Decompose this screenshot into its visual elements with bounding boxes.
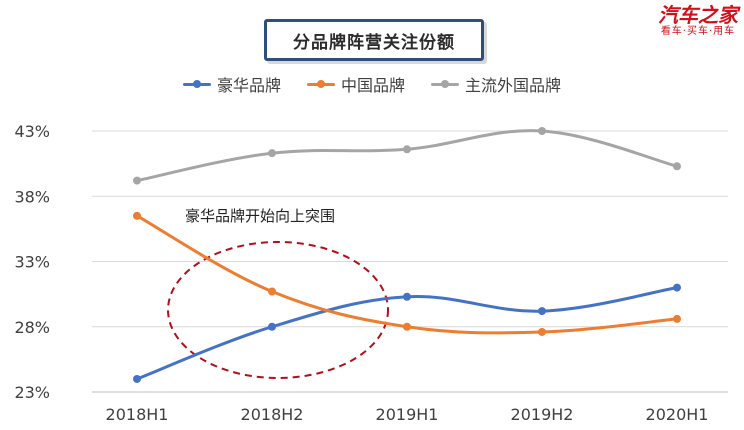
legend-label-chinese: 中国品牌 (340, 76, 405, 95)
legend-swatch-chinese (306, 77, 335, 91)
data-point (538, 327, 546, 336)
legend-item-luxury: 豪华品牌 (182, 72, 281, 96)
y-tick-label: 28% (14, 318, 50, 337)
chart-title: 分品牌阵营关注份额 (264, 19, 484, 61)
series-line (135, 129, 679, 183)
data-point (268, 322, 276, 331)
data-point (673, 314, 681, 323)
legend-item-chinese: 中国品牌 (306, 72, 405, 96)
series-2 (133, 127, 681, 185)
data-point (268, 287, 276, 296)
chart-annotation: 豪华品牌开始向上突围 (185, 207, 336, 225)
x-axis-ticks: 2018H1 2018H2 2019H1 2019H2 2020H1 (106, 405, 709, 424)
series-line (135, 286, 679, 381)
data-point (133, 176, 141, 185)
y-axis-ticks: 43% 38% 33% 28% 23% (14, 122, 50, 402)
data-point (133, 211, 141, 220)
data-point (673, 283, 681, 292)
data-point (403, 292, 411, 301)
x-tick-label: 2020H1 (646, 405, 709, 424)
legend-swatch-foreign (431, 77, 459, 91)
x-tick-label: 2019H1 (376, 405, 439, 424)
brand-name: 汽车之家 (658, 3, 738, 27)
y-tick-label: 43% (14, 122, 50, 141)
y-tick-label: 38% (14, 187, 50, 206)
data-point (403, 145, 411, 154)
x-tick-label: 2018H1 (106, 405, 169, 424)
series-1 (133, 211, 681, 336)
data-point (268, 149, 276, 158)
legend-label-foreign: 主流外国品牌 (465, 76, 562, 95)
legend-item-foreign: 主流外国品牌 (431, 72, 561, 96)
data-point (538, 307, 546, 316)
series-0 (133, 283, 681, 383)
data-point (673, 162, 681, 171)
legend-swatch-luxury (182, 77, 211, 91)
series-line (135, 214, 679, 335)
highlight-ellipse (167, 241, 389, 379)
brand-slogan: 看车·买车·用车 (660, 26, 736, 37)
legend-label-luxury: 豪华品牌 (216, 76, 281, 95)
data-point (403, 322, 411, 331)
y-tick-label: 23% (14, 383, 50, 402)
x-tick-label: 2018H2 (241, 405, 304, 424)
brand-logo: 汽车之家 看车·买车·用车 (658, 4, 738, 38)
data-point (538, 127, 546, 135)
y-tick-label: 33% (14, 253, 50, 272)
legend: 豪华品牌 中国品牌 主流外国品牌 (0, 72, 744, 96)
series-lines (133, 127, 681, 383)
x-tick-label: 2019H2 (511, 405, 574, 424)
data-point (133, 374, 141, 383)
